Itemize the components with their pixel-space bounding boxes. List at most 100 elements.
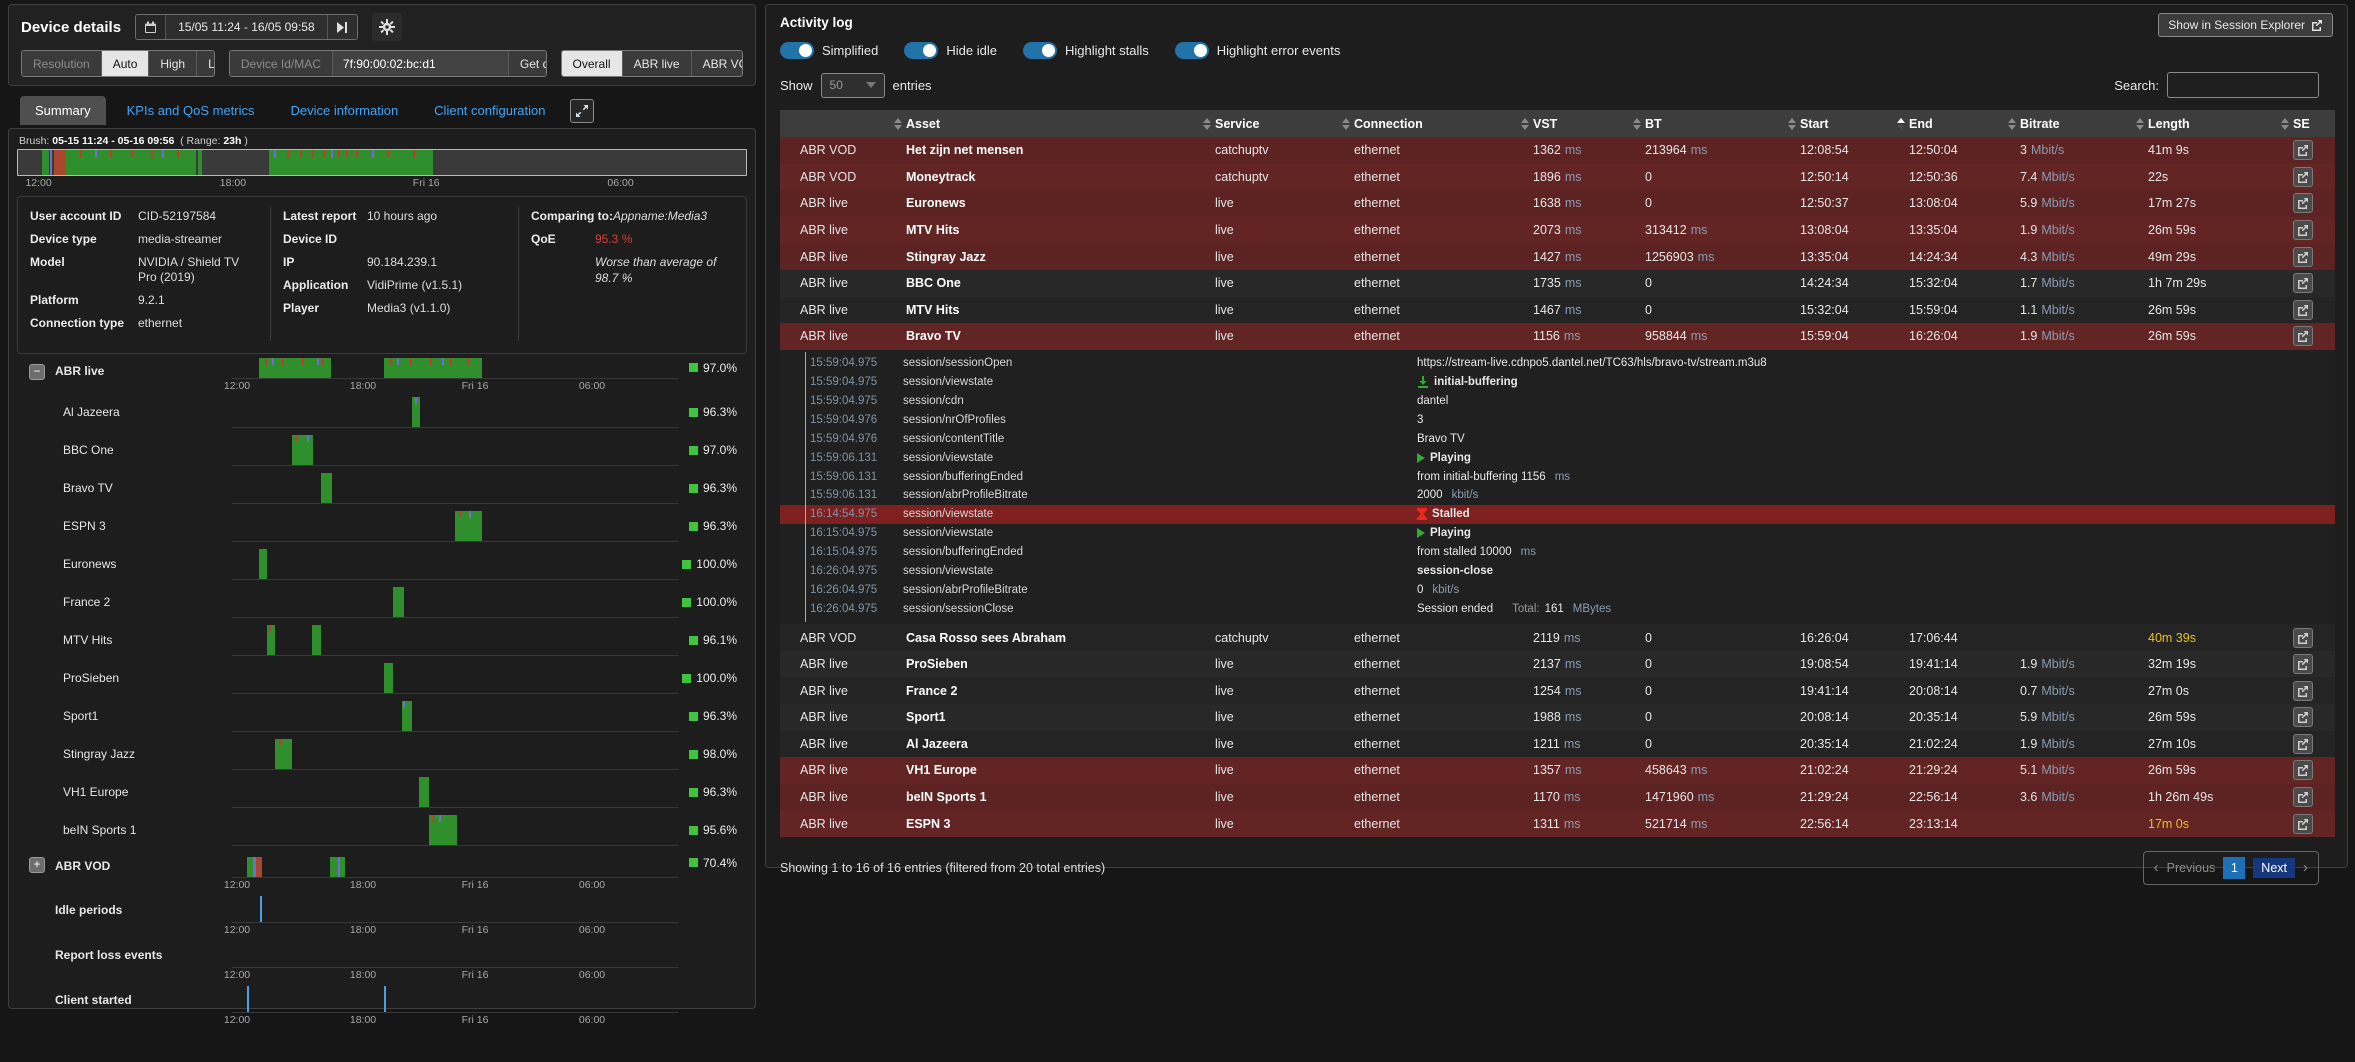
session-explorer-link-button[interactable] xyxy=(2293,654,2313,675)
table-row[interactable]: ABR live MTV Hits live ethernet 1467 ms 0 15:32… xyxy=(780,296,2335,324)
session-explorer-link-button[interactable] xyxy=(2293,193,2313,214)
calendar-icon[interactable] xyxy=(136,15,167,39)
timeline-event-tick xyxy=(403,701,405,708)
session-explorer-link-button[interactable] xyxy=(2293,299,2313,320)
table-row[interactable]: ABR VOD Het zijn net mensen catchuptv ether… xyxy=(780,137,2335,164)
cell-vst: 1357 ms xyxy=(1533,763,1645,777)
date-range-text[interactable]: 15/05 11:24 - 16/05 09:58 xyxy=(178,20,315,34)
next-page-button[interactable]: Next xyxy=(2253,857,2295,878)
previous-page-button[interactable]: ‹ Previous xyxy=(2153,859,2216,877)
cell-value: 1362 ms xyxy=(1533,143,1582,158)
table-row[interactable]: ABR VOD Casa Rosso sees Abraham catchuptv e… xyxy=(780,624,2335,651)
unit-label: Mbit/s xyxy=(2041,223,2075,238)
cell-value: 1.1 Mbit/s xyxy=(2020,302,2075,317)
column-header-End[interactable]: End xyxy=(1909,110,2020,137)
brush-timeline[interactable] xyxy=(17,149,747,176)
table-row[interactable]: ABR live Sport1 live ethernet 1988 ms 0 20:08:1… xyxy=(780,704,2335,731)
session-explorer-link-button[interactable] xyxy=(2293,680,2313,701)
table-row[interactable]: ABR VOD Moneytrack catchuptv ethernet 1896 ms… xyxy=(780,163,2335,191)
settings-button[interactable] xyxy=(371,13,402,41)
session-explorer-link-button[interactable] xyxy=(2293,326,2313,347)
table-row[interactable]: ABR live ProSieben live ethernet 2137 ms 0 19:0… xyxy=(780,650,2335,678)
device-info-box: User account ID CID-52197584 Device type me… xyxy=(17,196,747,354)
tab-summary[interactable]: Summary xyxy=(20,96,106,125)
toggle-label: Highlight stalls xyxy=(1064,43,1149,58)
skip-to-latest-icon[interactable] xyxy=(326,15,357,39)
session-explorer-link-button[interactable] xyxy=(2293,627,2313,648)
scope-option-overall[interactable]: Overall xyxy=(561,51,622,76)
session-explorer-link-button[interactable] xyxy=(2293,220,2313,241)
column-header-Service[interactable]: Service xyxy=(1215,110,1354,137)
brush-track[interactable] xyxy=(18,150,746,175)
session-explorer-link-button[interactable] xyxy=(2293,273,2313,294)
cell-connection: ethernet xyxy=(1354,790,1400,805)
event-value: Stalled xyxy=(1417,508,2335,521)
timeline-axis-label: 12:00 xyxy=(223,1014,251,1026)
availability-percent: 97.0% xyxy=(688,443,737,457)
cell-type: ABR live xyxy=(800,302,848,317)
column-header-type[interactable] xyxy=(800,110,906,137)
timeline-axis-label: 06:00 xyxy=(578,380,606,392)
tab-kpis-and-qos-metrics[interactable]: KPIs and QoS metrics xyxy=(126,103,255,118)
show-in-session-explorer-button[interactable]: Show in Session Explorer xyxy=(2158,13,2333,37)
toggle-hide-idle[interactable]: Hide idle xyxy=(904,42,997,59)
event-name: session/abrProfileBitrate xyxy=(903,583,1028,596)
event-name: session/abrProfileBitrate xyxy=(903,489,1028,502)
table-row[interactable]: ABR live Bravo TV live ethernet 1156 ms 958844… xyxy=(780,323,2335,350)
table-row[interactable]: ABR live ESPN 3 live ethernet 1311 ms 521714 ms… xyxy=(780,810,2335,837)
column-header-Asset[interactable]: Asset xyxy=(906,110,1215,137)
page-size-select[interactable]: 50 xyxy=(820,72,885,98)
page-1-button[interactable]: 1 xyxy=(2223,856,2246,879)
table-row[interactable]: ABR live BBC One live ethernet 1735 ms 0 14:24:… xyxy=(780,269,2335,297)
session-explorer-link-button[interactable] xyxy=(2293,246,2313,267)
session-explorer-link-button[interactable] xyxy=(2293,813,2313,834)
expand-panel-button[interactable] xyxy=(570,98,595,123)
tab-device-information[interactable]: Device information xyxy=(290,103,399,118)
get-device-button[interactable]: Get device xyxy=(507,51,546,76)
unit-label: ms xyxy=(1690,329,1708,344)
scope-option-abr-vod[interactable]: ABR VOD xyxy=(690,51,742,76)
availability-value: 96.3% xyxy=(702,405,737,419)
resolution-option-low[interactable]: Low xyxy=(196,51,214,76)
table-row[interactable]: ABR live Stingray Jazz live ethernet 1427 ms 1… xyxy=(780,243,2335,270)
column-header-Length[interactable]: Length xyxy=(2148,110,2293,137)
column-header-Bitrate[interactable]: Bitrate xyxy=(2020,110,2148,137)
column-header-Start[interactable]: Start xyxy=(1800,110,1909,137)
cell-value: 0 xyxy=(1645,276,1652,291)
column-header-Connection[interactable]: Connection xyxy=(1354,110,1533,137)
toggle-highlight-stalls[interactable]: Highlight stalls xyxy=(1022,42,1149,59)
column-header-SE[interactable]: SE xyxy=(2293,110,2335,137)
tab-client-configuration[interactable]: Client configuration xyxy=(434,103,546,118)
table-row[interactable]: ABR live VH1 Europe live ethernet 1357 ms 4586… xyxy=(780,757,2335,784)
session-explorer-link-button[interactable] xyxy=(2293,760,2313,781)
column-header-VST[interactable]: VST xyxy=(1533,110,1645,137)
session-explorer-link-button[interactable] xyxy=(2293,733,2313,754)
device-id-input[interactable] xyxy=(331,51,508,76)
session-explorer-link-button[interactable] xyxy=(2293,166,2313,187)
event-name: session/bufferingEnded xyxy=(903,546,1023,559)
timeline-event-tick xyxy=(397,358,399,365)
cell-value: 1471960 ms xyxy=(1645,790,1715,805)
session-explorer-link-button[interactable] xyxy=(2293,787,2313,808)
cell-se xyxy=(2293,166,2335,187)
collapse-group-button[interactable]: − xyxy=(29,364,45,380)
toggle-highlight-error-events[interactable]: Highlight error events xyxy=(1174,42,1340,59)
timeline-axis-label: 12:00 xyxy=(223,969,251,981)
total-label: Total: xyxy=(1512,602,1540,615)
toggle-simplified[interactable]: Simplified xyxy=(780,42,878,59)
date-range-picker[interactable]: 15/05 11:24 - 16/05 09:58 xyxy=(135,14,358,40)
table-row[interactable]: ABR live Euronews live ethernet 1638 ms 0 12:50… xyxy=(780,190,2335,217)
column-header-BT[interactable]: BT xyxy=(1645,110,1800,137)
search-input[interactable] xyxy=(2167,72,2319,98)
table-row[interactable]: ABR live MTV Hits live ethernet 2073 ms 313412… xyxy=(780,216,2335,244)
session-explorer-link-button[interactable] xyxy=(2293,707,2313,728)
scope-option-abr-live[interactable]: ABR live xyxy=(621,51,691,76)
table-row[interactable]: ABR live Al Jazeera live ethernet 1211 ms 0 20:… xyxy=(780,730,2335,758)
expand-group-button[interactable]: + xyxy=(29,857,45,873)
table-row[interactable]: ABR live beIN Sports 1 live ethernet 1170 ms 1… xyxy=(780,783,2335,811)
resolution-option-auto[interactable]: Auto xyxy=(100,51,149,76)
resolution-option-high[interactable]: High xyxy=(148,51,197,76)
session-event-row: 15:59:06.131 session/abrProfileBitrate 200… xyxy=(780,486,2335,505)
table-row[interactable]: ABR live France 2 live ethernet 1254 ms 0 19:41… xyxy=(780,677,2335,704)
session-explorer-link-button[interactable] xyxy=(2293,140,2313,161)
